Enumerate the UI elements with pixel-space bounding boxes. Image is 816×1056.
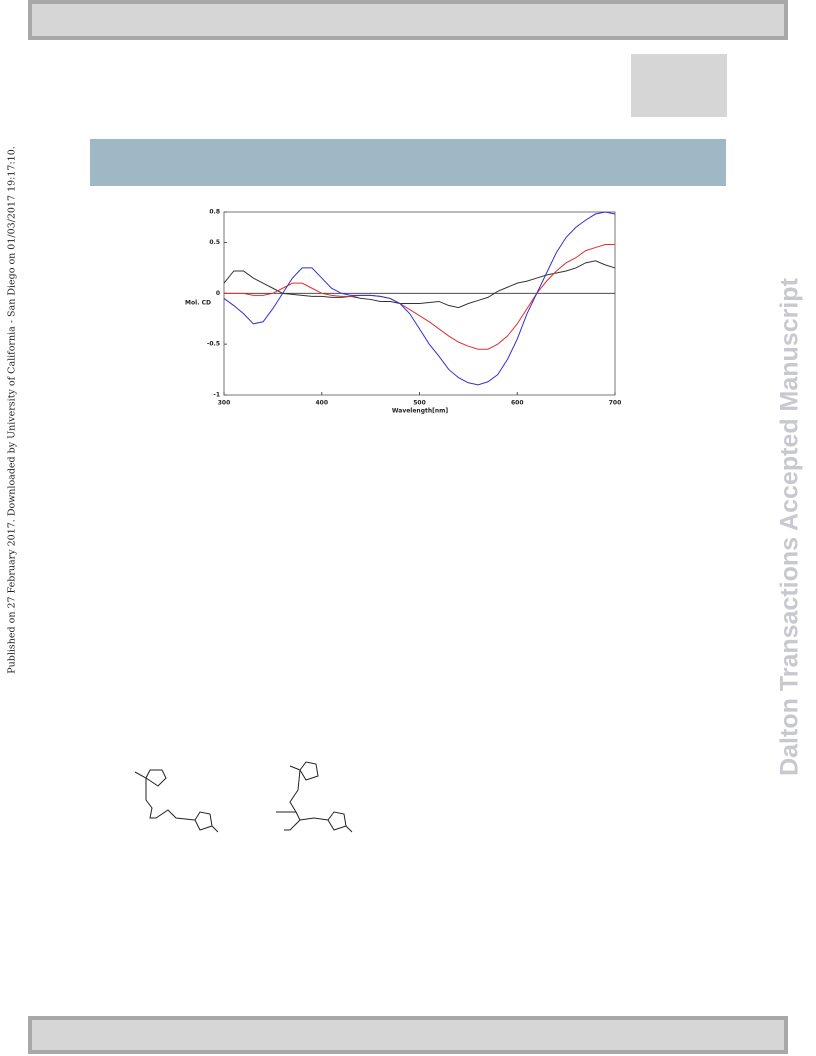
title-band <box>90 139 726 186</box>
y-axis-label: Mol. CD <box>185 300 211 307</box>
y-tick-label: 0.5 <box>209 239 220 246</box>
x-axis-label: Wavelength[nm] <box>392 408 449 415</box>
y-tick-label: -0.5 <box>207 341 220 348</box>
x-tick-label: 300 <box>218 400 231 407</box>
y-tick-label: 0 <box>216 290 220 297</box>
x-tick-label: 500 <box>413 400 426 407</box>
series-line <box>223 211 616 386</box>
x-tick-label: 600 <box>511 400 524 407</box>
y-tick-label: -1 <box>213 392 220 399</box>
molecules <box>134 761 353 833</box>
logo-box <box>631 54 727 117</box>
header-bar <box>28 0 788 40</box>
x-tick-label: 700 <box>609 400 622 407</box>
series-line <box>223 260 616 309</box>
y-tick-label: 0.8 <box>209 209 220 216</box>
series-line <box>224 244 615 350</box>
footer-bar <box>28 1016 788 1054</box>
x-tick-label: 400 <box>315 400 328 407</box>
